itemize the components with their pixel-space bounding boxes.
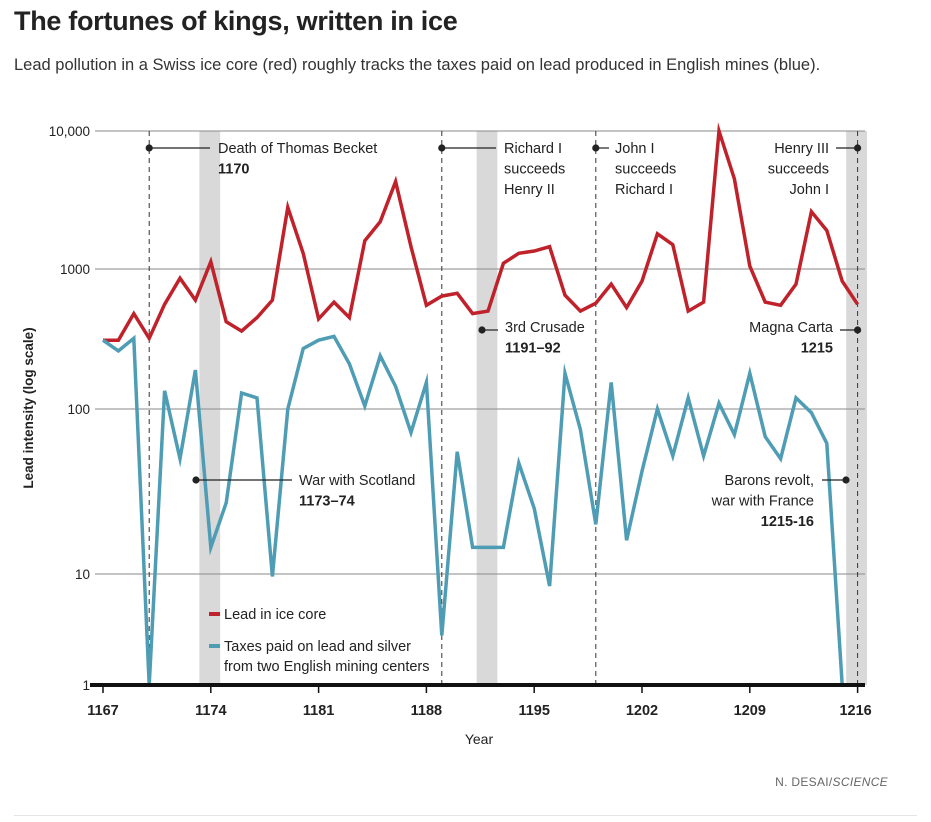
y-tick-label: 10,000 [49,124,90,139]
label-crusade-text: 3rd Crusade [505,320,585,336]
legend: Lead in ice core Taxes paid on lead and s… [209,607,430,675]
label-magna-carta-text: Magna Carta [749,320,834,336]
label-magna-carta: Magna Carta 1215 [749,320,862,357]
label-barons: Barons revolt, war with France 1215-16 [711,473,850,530]
event-becket-text: Death of Thomas Becket [218,141,377,157]
event-becket-date: 1170 [218,162,249,178]
event-john: John I succeeds Richard I [592,141,676,198]
legend-label-taxes: Taxes paid on lead and silver [224,639,411,655]
credit-line: N. DESAI/SCIENCE [775,775,888,789]
event-john-text: succeeds [615,162,676,178]
y-tick-label: 10 [75,567,90,582]
event-richard: Richard I succeeds Henry II [438,141,565,198]
event-john-text: Richard I [615,182,673,198]
event-henry-text: Henry III [774,141,829,157]
x-tick-label: 1181 [303,703,334,719]
lead-line [103,122,860,343]
event-henry-text: succeeds [768,162,829,178]
label-crusade: 3rd Crusade 1191–92 [478,320,585,357]
label-barons-date: 1215-16 [761,514,814,530]
shaded-period-0 [199,131,221,685]
event-becket: Death of Thomas Becket 1170 [145,141,377,178]
x-tick-label: 1188 [411,703,442,719]
legend-label-taxes: from two English mining centers [224,659,430,675]
credit-author: N. DESAI/ [775,775,833,789]
label-magna-carta-date: 1215 [801,341,833,357]
label-scotland-date: 1173–74 [299,494,355,510]
event-richard-text: Henry II [504,182,555,198]
x-tick-label: 1202 [626,703,658,719]
x-axis-label: Year [465,731,494,747]
x-tick-label: 1167 [87,703,118,719]
shaded-period-1 [476,131,498,685]
label-scotland: War with Scotland 1173–74 [192,473,415,510]
chart-subtitle: Lead pollution in a Swiss ice core (red)… [14,56,821,74]
x-tick-label: 1216 [839,703,871,719]
footer-divider [14,815,917,816]
x-tick-label: 1174 [195,703,226,719]
y-tick-label: 1 [82,678,90,693]
y-tick-label: 100 [67,402,90,417]
y-tick-label: 1000 [60,262,90,277]
label-crusade-date: 1191–92 [505,341,561,357]
x-tick-label: 1209 [734,703,766,719]
event-john-text: John I [615,141,655,157]
event-henry: Henry III succeeds John I [768,141,862,198]
credit-publication: SCIENCE [832,775,888,789]
event-becket-dot [145,144,153,152]
y-axis-label: Lead intensity (log scale) [21,327,36,488]
shaded-period-2 [846,131,867,685]
event-richard-text: Richard I [504,141,562,157]
legend-label-lead: Lead in ice core [224,607,326,623]
x-tick-label: 1195 [518,703,549,719]
label-scotland-text: War with Scotland [299,473,415,489]
event-henry-text: John I [790,182,830,198]
label-barons-text: war with France [711,494,814,510]
lead-chart: 1 10 100 1000 10,000 Lead intensity (log scal… [21,122,872,747]
event-richard-text: succeeds [504,162,565,178]
chart-title: The fortunes of kings, written in ice [14,6,458,36]
label-barons-text: Barons revolt, [725,473,814,489]
